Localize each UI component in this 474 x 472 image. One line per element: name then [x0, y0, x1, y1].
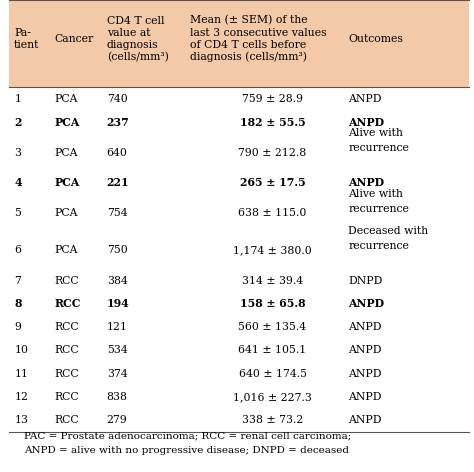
Text: ANPD: ANPD: [348, 94, 382, 104]
Text: 237: 237: [107, 117, 129, 128]
Text: RCC: RCC: [55, 276, 79, 286]
Text: 6: 6: [14, 245, 21, 255]
Text: 11: 11: [14, 369, 28, 379]
Text: Pa-
tient: Pa- tient: [14, 28, 40, 50]
Text: 1,016 ± 227.3: 1,016 ± 227.3: [233, 392, 312, 402]
Text: Alive with
recurrence: Alive with recurrence: [348, 189, 409, 214]
Text: 5: 5: [14, 208, 21, 218]
Text: Alive with
recurrence: Alive with recurrence: [348, 128, 409, 153]
Text: PCA: PCA: [55, 117, 80, 128]
Text: 1: 1: [14, 94, 21, 104]
Text: 7: 7: [14, 276, 21, 286]
Text: PAC = Prostate adenocarcinoma; RCC = renal cell carcinoma;: PAC = Prostate adenocarcinoma; RCC = ren…: [24, 432, 351, 441]
Text: 790 ± 212.8: 790 ± 212.8: [238, 148, 307, 158]
Text: 754: 754: [107, 208, 128, 218]
Text: 759 ± 28.9: 759 ± 28.9: [242, 94, 303, 104]
Text: RCC: RCC: [55, 392, 79, 402]
Text: ANPD: ANPD: [348, 415, 382, 425]
Text: Cancer: Cancer: [55, 34, 94, 44]
Text: ANPD: ANPD: [348, 392, 382, 402]
Text: 121: 121: [107, 322, 128, 332]
Text: RCC: RCC: [55, 369, 79, 379]
Text: ANPD: ANPD: [348, 346, 382, 355]
Text: Mean (± SEM) of the
last 3 consecutive values
of CD4 T cells before
diagnosis (c: Mean (± SEM) of the last 3 consecutive v…: [190, 16, 326, 62]
Bar: [9, 0, 469, 87]
Text: 158 ± 65.8: 158 ± 65.8: [240, 298, 305, 309]
Text: 13: 13: [14, 415, 28, 425]
Text: 4: 4: [14, 177, 22, 188]
Text: 194: 194: [107, 298, 129, 309]
Text: 3: 3: [14, 148, 21, 158]
Text: 384: 384: [107, 276, 128, 286]
Text: 638 ± 115.0: 638 ± 115.0: [238, 208, 307, 218]
Text: ANPD: ANPD: [348, 177, 384, 188]
Text: ANPD: ANPD: [348, 369, 382, 379]
Text: RCC: RCC: [55, 322, 79, 332]
Text: ANPD: ANPD: [348, 322, 382, 332]
Text: 374: 374: [107, 369, 128, 379]
Text: PCA: PCA: [55, 148, 78, 158]
Text: 838: 838: [107, 392, 128, 402]
Text: 12: 12: [14, 392, 28, 402]
Text: PCA: PCA: [55, 245, 78, 255]
Text: 641 ± 105.1: 641 ± 105.1: [238, 346, 307, 355]
Text: ANPD: ANPD: [348, 117, 384, 128]
Text: ANPD = alive with no progressive disease; DNPD = deceased: ANPD = alive with no progressive disease…: [24, 446, 349, 455]
Text: Deceased with
recurrence: Deceased with recurrence: [348, 226, 428, 251]
Text: 10: 10: [14, 346, 28, 355]
Text: PCA: PCA: [55, 208, 78, 218]
Text: 338 ± 73.2: 338 ± 73.2: [242, 415, 303, 425]
Text: 279: 279: [107, 415, 128, 425]
Text: 221: 221: [107, 177, 129, 188]
Text: 182 ± 55.5: 182 ± 55.5: [240, 117, 305, 128]
Text: 640 ± 174.5: 640 ± 174.5: [238, 369, 307, 379]
Text: CD4 T cell
value at
diagnosis
(cells/mm³): CD4 T cell value at diagnosis (cells/mm³…: [107, 16, 169, 62]
Text: PCA: PCA: [55, 94, 78, 104]
Text: 9: 9: [14, 322, 21, 332]
Text: 8: 8: [14, 298, 22, 309]
Text: ANPD: ANPD: [348, 298, 384, 309]
Text: 534: 534: [107, 346, 128, 355]
Text: RCC: RCC: [55, 346, 79, 355]
Text: 640: 640: [107, 148, 128, 158]
Text: 560 ± 135.4: 560 ± 135.4: [238, 322, 307, 332]
Text: 314 ± 39.4: 314 ± 39.4: [242, 276, 303, 286]
Text: 2: 2: [14, 117, 22, 128]
Text: 750: 750: [107, 245, 128, 255]
Text: RCC: RCC: [55, 298, 81, 309]
Text: RCC: RCC: [55, 415, 79, 425]
Text: 265 ± 17.5: 265 ± 17.5: [240, 177, 305, 188]
Text: 740: 740: [107, 94, 128, 104]
Text: 1,174 ± 380.0: 1,174 ± 380.0: [233, 245, 312, 255]
Text: Outcomes: Outcomes: [348, 34, 403, 44]
Text: PCA: PCA: [55, 177, 80, 188]
Text: DNPD: DNPD: [348, 276, 383, 286]
